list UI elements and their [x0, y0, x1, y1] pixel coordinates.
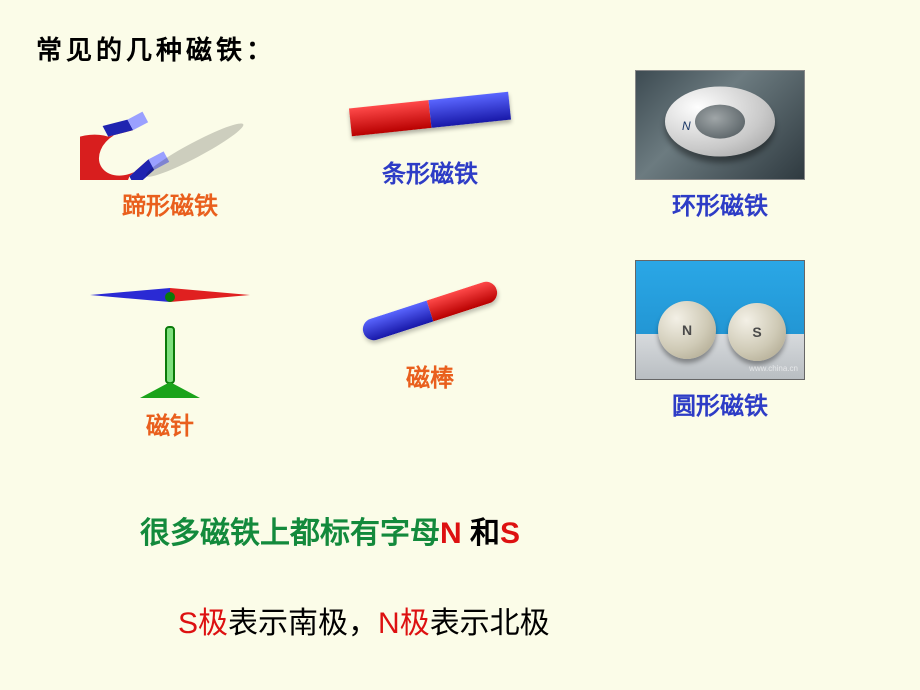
round-magnet-icon: N S www.china.cn — [610, 260, 830, 380]
cell-rod: 磁棒 — [320, 260, 540, 393]
s2-pole1: 极 — [198, 607, 228, 640]
s1-a: 很多磁铁上都标有字母 — [140, 517, 440, 550]
bar-magnet-icon — [320, 70, 540, 148]
s2-south: 表示南极， — [228, 607, 378, 640]
s1-and: 和 — [462, 517, 500, 550]
s2-north: 表示北极 — [430, 607, 550, 640]
cell-round: N S www.china.cn 圆形磁铁 — [610, 260, 830, 421]
caption-rod: 磁棒 — [320, 358, 540, 393]
cell-horseshoe: 蹄形磁铁 — [60, 70, 280, 221]
caption-needle: 磁针 — [60, 406, 280, 441]
watermark: www.china.cn — [749, 364, 798, 373]
caption-ring: 环形磁铁 — [610, 186, 830, 221]
magnet-grid: 蹄形磁铁 条形磁铁 N 环形磁铁 磁针 — [0, 70, 920, 460]
ring-magnet-icon: N — [610, 70, 830, 180]
s1-s: S — [500, 517, 520, 550]
s2-pole2: 极 — [400, 607, 430, 640]
s1-n: N — [440, 517, 462, 550]
sentence-1: 很多磁铁上都标有字母N 和S — [140, 508, 520, 552]
caption-round: 圆形磁铁 — [610, 386, 830, 421]
caption-bar: 条形磁铁 — [320, 154, 540, 189]
caption-horseshoe: 蹄形磁铁 — [60, 186, 280, 221]
round-n-label: N — [658, 301, 716, 359]
ring-n-label: N — [682, 119, 691, 133]
sentence-2: S极表示南极，N极表示北极 — [178, 598, 550, 642]
round-s-label: S — [728, 303, 786, 361]
cell-bar: 条形磁铁 — [320, 70, 540, 189]
cell-ring: N 环形磁铁 — [610, 70, 830, 221]
cell-needle: 磁针 — [60, 260, 280, 441]
compass-needle-icon — [60, 260, 280, 400]
rod-magnet-icon — [320, 260, 540, 352]
s2-n: N — [378, 607, 400, 640]
page-title: 常见的几种磁铁： — [36, 30, 276, 67]
s2-s: S — [178, 607, 198, 640]
horseshoe-magnet-icon — [80, 70, 260, 180]
